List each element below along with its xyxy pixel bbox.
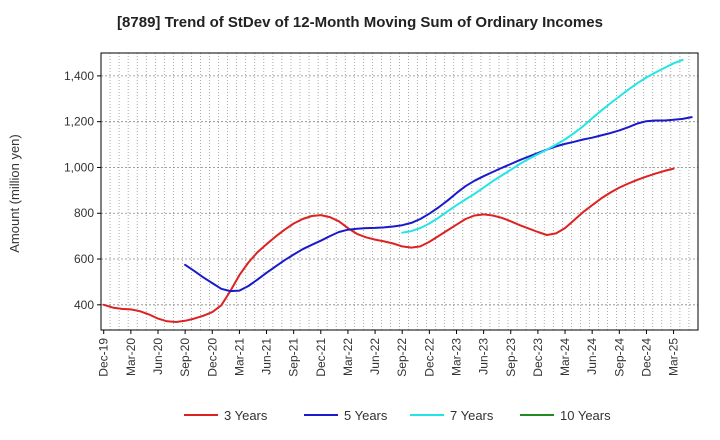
x-tick-label: Jun-23 <box>477 338 491 375</box>
y-axis-label: Amount (million yen) <box>7 134 22 253</box>
series-line-7-years <box>401 58 684 234</box>
x-tick-label: Dec-22 <box>422 338 436 377</box>
grid <box>101 53 698 330</box>
x-tick-label: Jun-20 <box>151 338 165 375</box>
x-tick-label: Mar-20 <box>124 338 138 376</box>
plot-area <box>100 52 699 331</box>
y-tick-label: 1,200 <box>64 115 94 129</box>
y-tick-label: 800 <box>74 206 94 220</box>
series-line-5-years <box>184 116 693 293</box>
x-tick-label: Mar-22 <box>341 338 355 376</box>
x-tick-label: Dec-24 <box>639 338 653 377</box>
x-tick-label: Mar-25 <box>667 338 681 376</box>
x-tick-label: Sep-22 <box>395 338 409 377</box>
x-tick-label: Jun-22 <box>368 338 382 375</box>
x-tick-label: Dec-20 <box>205 338 219 377</box>
y-tick-label: 600 <box>74 252 94 266</box>
x-tick-label: Dec-21 <box>314 338 328 377</box>
legend-label: 5 Years <box>344 408 388 423</box>
x-tick-label: Mar-24 <box>558 338 572 376</box>
legend-label: 7 Years <box>450 408 494 423</box>
chart-title: [8789] Trend of StDev of 12-Month Moving… <box>117 14 603 31</box>
y-tick-label: 400 <box>74 298 94 312</box>
x-axis: Dec-19 Mar-20 Jun-20 Sep-20 Dec-20 Mar-21 Jun-… <box>97 330 681 377</box>
x-tick-label: Dec-23 <box>531 338 545 377</box>
x-tick-label: Mar-23 <box>449 338 463 376</box>
x-tick-label: Mar-21 <box>232 338 246 376</box>
x-tick-label: Sep-21 <box>287 338 301 377</box>
series-lines <box>102 58 693 323</box>
legend-label: 3 Years <box>224 408 268 423</box>
y-tick-label: 1,400 <box>64 69 94 83</box>
x-tick-label: Sep-20 <box>178 338 192 377</box>
y-axis: 400 600 800 1,000 1,200 1,400 <box>64 69 101 312</box>
legend-label: 10 Years <box>560 408 611 423</box>
x-tick-label: Jun-21 <box>260 338 274 375</box>
series-line-3-years <box>102 167 675 323</box>
x-tick-label: Sep-23 <box>504 338 518 377</box>
x-tick-label: Dec-19 <box>97 338 111 377</box>
legend: 3 Years 5 Years 7 Years 10 Years <box>184 408 611 423</box>
y-tick-label: 1,000 <box>64 160 94 174</box>
x-tick-label: Sep-24 <box>612 338 626 377</box>
x-tick-label: Jun-24 <box>585 338 599 375</box>
